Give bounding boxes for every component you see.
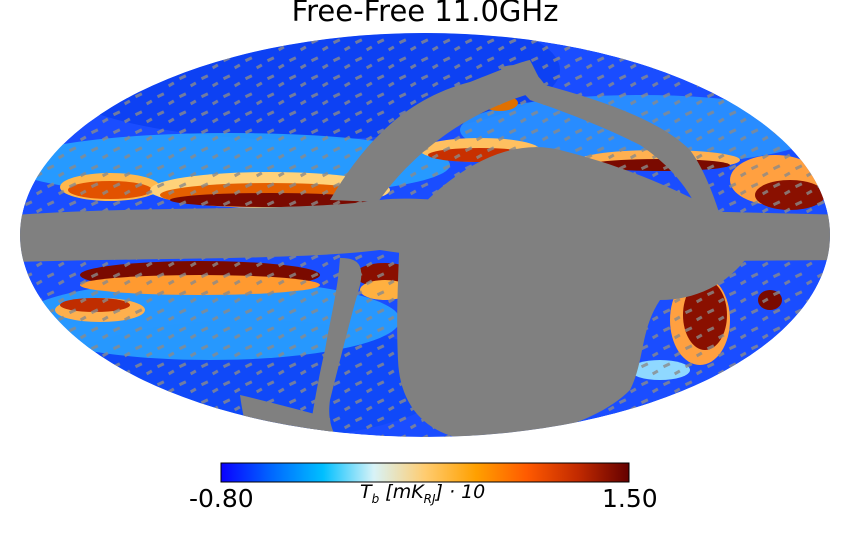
colorbar-min-label: -0.80 bbox=[189, 484, 254, 513]
colorbar-unit-label: Tb [mKRJ] · 10 bbox=[360, 481, 486, 506]
colorbar bbox=[220, 462, 630, 483]
colorbar-max-label: 1.50 bbox=[602, 484, 658, 513]
map-title: Free-Free 11.0GHz bbox=[291, 0, 559, 28]
masked-regions bbox=[20, 60, 830, 437]
